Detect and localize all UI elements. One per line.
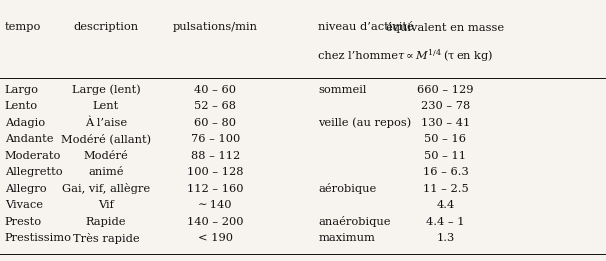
- Text: anaérobique: anaérobique: [318, 216, 391, 227]
- Text: Adagio: Adagio: [5, 118, 45, 128]
- Text: 50 – 11: 50 – 11: [424, 151, 467, 161]
- Text: 11 – 2.5: 11 – 2.5: [422, 184, 468, 194]
- Text: 1.3: 1.3: [436, 233, 454, 243]
- Text: 50 – 16: 50 – 16: [424, 134, 467, 144]
- Text: 230 – 78: 230 – 78: [421, 102, 470, 111]
- Text: Andante: Andante: [5, 134, 53, 144]
- Text: Allegretto: Allegretto: [5, 167, 62, 177]
- Text: À l’aise: À l’aise: [85, 118, 127, 128]
- Text: tempo: tempo: [5, 22, 41, 32]
- Text: 660 – 129: 660 – 129: [417, 85, 474, 95]
- Text: 4.4: 4.4: [436, 200, 454, 210]
- Text: Lent: Lent: [93, 102, 119, 111]
- Text: Rapide: Rapide: [86, 217, 126, 227]
- Text: aérobique: aérobique: [318, 183, 376, 194]
- Text: Très rapide: Très rapide: [73, 233, 139, 244]
- Text: < 190: < 190: [198, 233, 233, 243]
- Text: équivalent en masse: équivalent en masse: [387, 22, 504, 33]
- Text: 140 – 200: 140 – 200: [187, 217, 244, 227]
- Text: Allegro: Allegro: [5, 184, 47, 194]
- Text: Largo: Largo: [5, 85, 39, 95]
- Text: $\tau \propto M^{1/4}$ (τ en kg): $\tau \propto M^{1/4}$ (τ en kg): [397, 48, 494, 64]
- Text: 100 – 128: 100 – 128: [187, 167, 244, 177]
- Text: Vif: Vif: [98, 200, 114, 210]
- Text: ∼ 140: ∼ 140: [198, 200, 232, 210]
- Text: pulsations/min: pulsations/min: [173, 22, 258, 32]
- Text: 52 – 68: 52 – 68: [194, 102, 236, 111]
- Text: description: description: [73, 22, 139, 32]
- Text: veille (au repos): veille (au repos): [318, 118, 411, 128]
- Text: Moderato: Moderato: [5, 151, 61, 161]
- Text: Vivace: Vivace: [5, 200, 43, 210]
- Text: 16 – 6.3: 16 – 6.3: [422, 167, 468, 177]
- Text: 88 – 112: 88 – 112: [190, 151, 240, 161]
- Text: niveau d’activité: niveau d’activité: [318, 22, 414, 32]
- Text: Presto: Presto: [5, 217, 42, 227]
- Text: Gai, vif, allègre: Gai, vif, allègre: [62, 183, 150, 194]
- Text: 76 – 100: 76 – 100: [190, 134, 240, 144]
- Text: chez l’homme: chez l’homme: [318, 51, 398, 61]
- Text: 112 – 160: 112 – 160: [187, 184, 244, 194]
- Text: 130 – 41: 130 – 41: [421, 118, 470, 128]
- Text: 60 – 80: 60 – 80: [194, 118, 236, 128]
- Text: Prestissimo: Prestissimo: [5, 233, 72, 243]
- Text: Modéré: Modéré: [84, 151, 128, 161]
- Text: Large (lent): Large (lent): [72, 85, 141, 95]
- Text: 40 – 60: 40 – 60: [194, 85, 236, 95]
- Text: sommeil: sommeil: [318, 85, 367, 95]
- Text: Lento: Lento: [5, 102, 38, 111]
- Text: Modéré (allant): Modéré (allant): [61, 134, 151, 145]
- Text: 4.4 – 1: 4.4 – 1: [426, 217, 465, 227]
- Text: maximum: maximum: [318, 233, 375, 243]
- Text: animé: animé: [88, 167, 124, 177]
